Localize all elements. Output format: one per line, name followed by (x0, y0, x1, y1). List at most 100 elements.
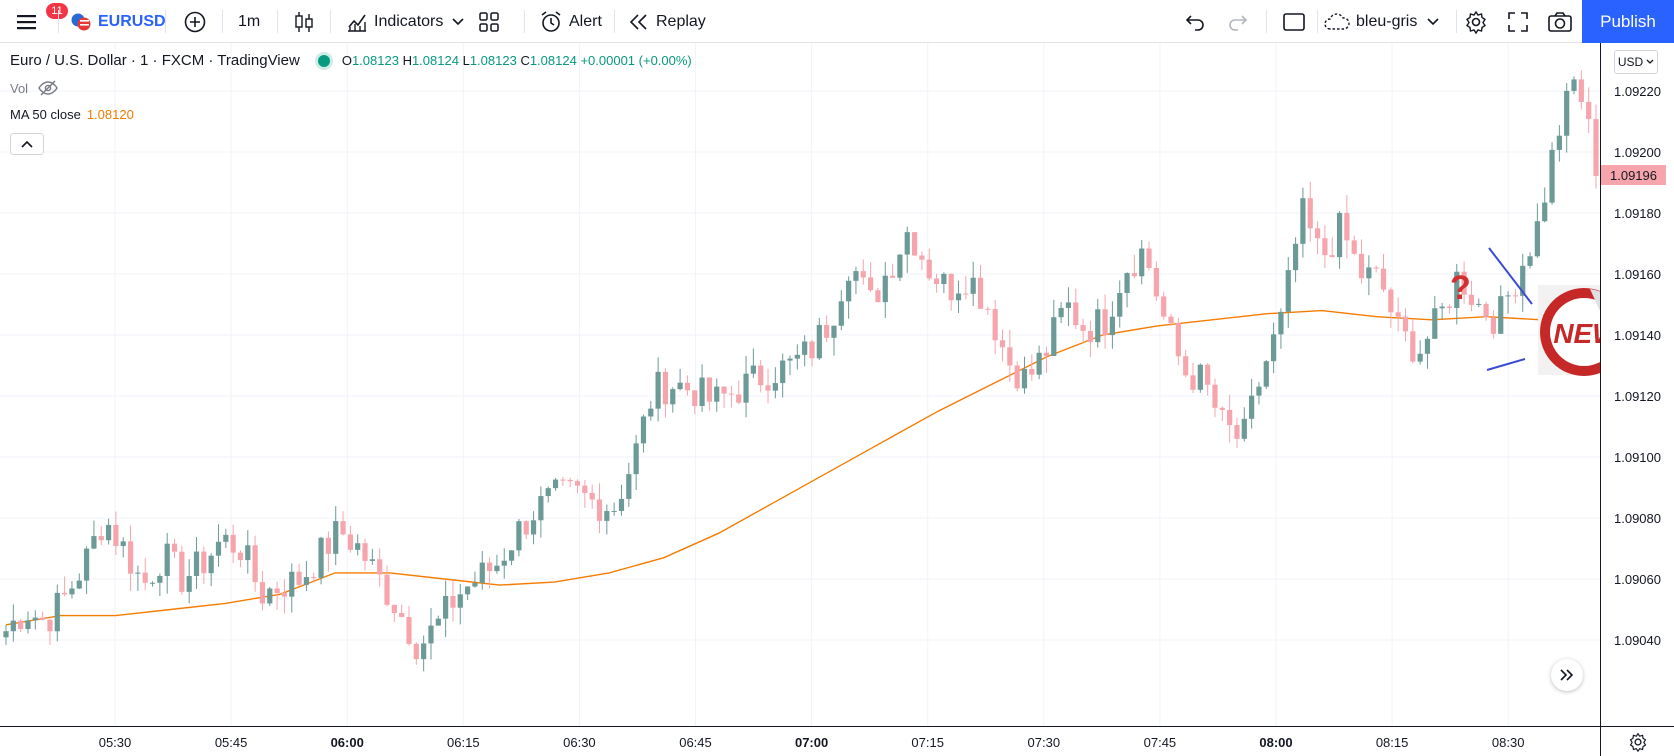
candle-up (472, 582, 478, 587)
time-tick-label: 06:15 (447, 735, 480, 750)
layout-menu-button[interactable]: bleu-gris (1322, 0, 1439, 43)
candle-up (1527, 256, 1533, 266)
price-scale[interactable]: 1.09220 1.09200 1.09180 1.09160 1.09140 1.091… (1600, 43, 1674, 726)
candle-down (171, 543, 178, 552)
scale-settings-button[interactable] (1600, 726, 1674, 756)
candle-down (1322, 238, 1328, 256)
gear-icon (1629, 732, 1646, 752)
candle-up (1534, 221, 1540, 257)
indicators-dropdown[interactable] (452, 0, 464, 43)
separator (1456, 10, 1457, 33)
candle-up (105, 524, 112, 541)
candle-up (223, 534, 229, 542)
double-chevron-right-icon (1560, 669, 1574, 681)
indicators-icon (348, 14, 366, 32)
candle-down (18, 620, 24, 629)
candle-up (1549, 149, 1555, 203)
candle-up (626, 474, 632, 499)
candle-up (604, 511, 610, 521)
candle-down (596, 499, 603, 521)
collapse-legend-button[interactable] (10, 133, 44, 155)
separator (277, 10, 278, 33)
candle-up (32, 617, 38, 621)
candle-down (1593, 119, 1599, 176)
candle-down (1358, 253, 1365, 279)
alert-button[interactable]: Alert (539, 0, 602, 43)
price-tick-label: 1.09180 (1614, 206, 1661, 221)
flag-icon (71, 13, 91, 30)
volume-legend[interactable]: Vol (10, 80, 58, 96)
candle-up (1036, 352, 1042, 375)
chart-type-button[interactable] (294, 0, 314, 43)
candle-up (970, 277, 976, 294)
candle-down (62, 592, 68, 595)
candle-up (1241, 418, 1247, 439)
candle-down (875, 290, 881, 303)
trend-line-upper[interactable] (1488, 247, 1533, 305)
candle-up (1109, 316, 1116, 336)
chart-pane[interactable]: ? NEW (0, 43, 1631, 726)
candle-up (743, 373, 749, 403)
chevron-up-icon (21, 140, 33, 148)
candle-up (1117, 292, 1123, 317)
candle-down (684, 382, 691, 391)
candle-up (479, 562, 485, 583)
candle-down (259, 582, 266, 604)
top-toolbar: 11 EURUSD 1m Indicators Alert Replay (0, 0, 1674, 43)
candle-up (816, 324, 822, 359)
candle-down (1168, 316, 1174, 324)
candle-up (164, 543, 170, 576)
candle-up (208, 555, 214, 574)
layout-grid-button[interactable] (478, 0, 500, 43)
candle-up (1454, 271, 1460, 308)
eye-hidden-icon[interactable] (38, 80, 58, 96)
fullscreen-mode-button[interactable] (1282, 0, 1306, 43)
replay-button[interactable]: Replay (628, 0, 706, 43)
price-tick-label: 1.09060 (1614, 572, 1661, 587)
separator (222, 10, 223, 33)
candle-down (274, 588, 280, 594)
candles-icon (295, 11, 313, 32)
currency-selector[interactable]: USD (1614, 50, 1658, 74)
question-mark-annotation[interactable]: ? (1450, 269, 1471, 307)
candle-up (303, 577, 310, 585)
candle-down (1468, 294, 1475, 305)
interval-button[interactable]: 1m (238, 0, 260, 43)
price-tick-label: 1.09040 (1614, 633, 1661, 648)
chevron-down-icon (452, 17, 464, 25)
candle-up (25, 620, 31, 629)
ohlc-values: O1.08123 H1.08124 L1.08123 C1.08124 +0.0… (341, 53, 692, 68)
candle-up (1095, 309, 1101, 343)
time-scale[interactable]: 05:30 05:45 06:00 06:15 06:30 06:45 07:00 07:15… (0, 726, 1600, 756)
settings-button[interactable] (1464, 0, 1488, 43)
candle-up (83, 548, 90, 581)
candle-down (1087, 330, 1094, 343)
ma-legend[interactable]: MA 50 close 1.08120 (10, 107, 134, 122)
series-title[interactable]: Euro / U.S. Dollar · 1 · FXCM · TradingV… (10, 52, 300, 69)
candle-up (289, 571, 295, 597)
snapshot-button[interactable] (1547, 0, 1573, 43)
ma-value: 1.08120 (86, 107, 134, 122)
undo-button[interactable] (1185, 0, 1207, 43)
candle-up (1498, 296, 1504, 334)
scroll-to-realtime-button[interactable] (1551, 659, 1583, 691)
indicators-button[interactable]: Indicators (346, 0, 443, 43)
candle-up (3, 631, 9, 638)
fullscreen-button[interactable] (1507, 0, 1529, 43)
symbol-search-button[interactable]: EURUSD (70, 0, 166, 43)
price-chart[interactable]: ? NEW (0, 43, 1631, 726)
candle-down (1483, 303, 1489, 318)
publish-button[interactable]: Publish (1582, 0, 1674, 43)
candle-down (662, 371, 669, 405)
candle-down (582, 485, 588, 493)
candle-down (860, 271, 866, 278)
candle-up (1249, 395, 1255, 419)
candle-down (1373, 267, 1379, 269)
ma-line-layer (5, 309, 1597, 626)
candle-down (926, 259, 932, 279)
redo-button[interactable] (1226, 0, 1248, 43)
trend-line-lower[interactable] (1486, 358, 1526, 371)
candle-down (1205, 364, 1211, 385)
menu-button[interactable]: 11 (16, 0, 68, 43)
compare-button[interactable] (183, 0, 207, 43)
